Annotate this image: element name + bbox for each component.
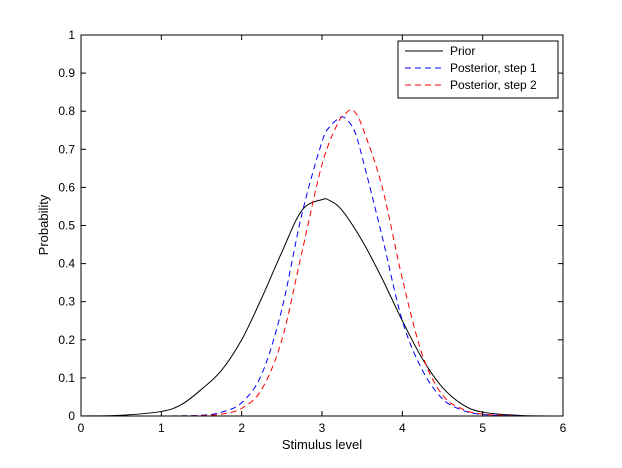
x-tick-label: 6 [560,421,567,435]
y-tick-label: 1 [68,28,75,42]
legend: Prior Posterior, step 1 Posterior, step 2 [397,40,559,99]
y-tick-label: 0.4 [58,257,75,271]
series-line-2 [80,116,563,417]
legend-label-2: Posterior, step 1 [450,61,537,75]
x-tick-label: 3 [319,421,326,435]
x-axis: 0 1 2 3 4 5 6 [78,35,567,435]
series-layer [80,108,564,417]
y-tick-label: 0.5 [58,219,75,233]
x-tick-label: 2 [238,421,245,435]
y-tick-label: 0.2 [58,333,75,347]
y-tick-label: 0 [68,409,75,423]
legend-label-1: Prior [450,44,475,58]
y-tick-label: 0.7 [58,142,75,156]
y-tick-label: 0.1 [58,371,75,385]
y-tick-label: 0.6 [58,180,75,194]
y-axis: 0 0.1 0.2 0.3 0.4 0.5 0.6 0.7 0.8 0.9 1 [58,28,563,423]
x-tick-label: 5 [479,421,486,435]
series-line-1 [80,198,564,417]
series-line-3 [80,108,563,417]
legend-label-3: Posterior, step 2 [450,78,537,92]
x-tick-label: 4 [399,421,406,435]
y-tick-label: 0.3 [58,295,75,309]
y-tick-label: 0.8 [58,104,75,118]
x-tick-label: 1 [158,421,165,435]
y-tick-label: 0.9 [58,66,75,80]
x-axis-label: Stimulus level [282,437,362,452]
x-tick-label: 0 [78,421,85,435]
y-axis-label: Probability [36,194,51,255]
